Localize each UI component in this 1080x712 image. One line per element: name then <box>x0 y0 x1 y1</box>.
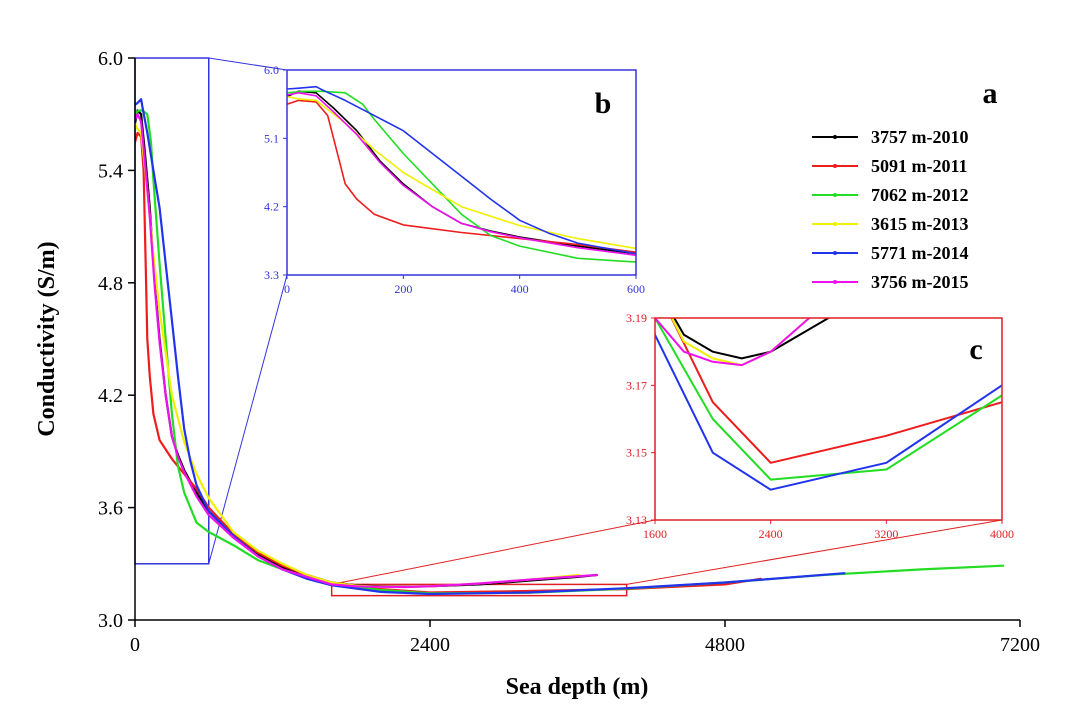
inset-c-x-ticks: 1600 2400 3200 4000 <box>643 520 1014 541</box>
legend-entry-3615-m-2013: 3615 m-2013 <box>812 214 969 234</box>
legend-marker <box>833 222 837 226</box>
inset-c-series-5771-m-2014 <box>655 330 1002 491</box>
inset-b-y-tick-label: 6.0 <box>264 63 279 77</box>
main-axes <box>134 58 1020 621</box>
inset-b-series-5771-m-2014 <box>287 85 636 255</box>
inset-b-y-ticks: 3.3 4.2 5.1 6.0 <box>264 63 287 282</box>
legend-entry-3756-m-2015: 3756 m-2015 <box>812 272 969 292</box>
legend-label: 3757 m-2010 <box>871 127 969 147</box>
inset-c-series-group <box>655 318 1002 491</box>
inset-c-series-3756-m-2015 <box>655 318 811 367</box>
inset-c-zoom-connector <box>331 519 656 585</box>
main-x-tick-label: 2400 <box>410 634 450 656</box>
legend-marker <box>833 280 837 284</box>
main-series-5771-m-2014 <box>135 98 846 596</box>
main-x-tick-label: 4800 <box>705 634 745 656</box>
inset-c-y-tick-label: 3.17 <box>626 378 647 392</box>
inset-c-y-ticks: 3.13 3.15 3.17 3.19 <box>626 311 655 527</box>
legend-label: 3615 m-2013 <box>871 214 969 234</box>
inset-c-chart: 1600 2400 3200 4000 3.13 3.15 3.17 3.19 c <box>626 311 1014 541</box>
legend-entry-3757-m-2010: 3757 m-2010 <box>812 127 969 147</box>
inset-c-zoom-connector <box>626 519 1003 585</box>
legend-entry-5771-m-2014: 5771 m-2014 <box>812 243 969 263</box>
inset-b-series-7062-m-2012 <box>287 90 636 263</box>
inset-b-x-ticks: 0 200 400 600 <box>284 275 645 296</box>
legend-marker <box>833 135 837 139</box>
legend-entry-5091-m-2011: 5091 m-2011 <box>812 156 968 176</box>
inset-c-y-tick-label: 3.13 <box>626 513 647 527</box>
legend-entry-7062-m-2012: 7062 m-2012 <box>812 185 969 205</box>
main-y-tick-label: 3.0 <box>98 610 123 632</box>
inset-b-series-group <box>287 85 636 263</box>
main-x-tick-label: 7200 <box>1000 634 1040 656</box>
x-axis-title: Sea depth (m) <box>506 674 649 700</box>
main-y-tick-label: 6.0 <box>98 48 123 70</box>
main-series-group <box>135 98 1005 596</box>
panel-label-b: b <box>595 87 612 120</box>
inset-b-y-tick-label: 4.2 <box>264 200 279 214</box>
inset-b-frame <box>286 69 637 276</box>
main-y-tick-label: 3.6 <box>98 498 123 520</box>
inset-b-y-tick-label: 3.3 <box>264 268 279 282</box>
inset-b-x-tick-label: 600 <box>627 282 645 296</box>
inset-c-x-tick-label: 4000 <box>990 527 1014 541</box>
inset-c-x-tick-label: 3200 <box>874 527 898 541</box>
inset-b-y-tick-label: 5.1 <box>264 131 279 145</box>
inset-c-series-3757-m-2010 <box>673 318 830 360</box>
inset-b-chart: 0 200 400 600 3.3 4.2 5.1 6.0 b <box>264 63 645 296</box>
main-y-tick-label: 4.8 <box>98 273 123 295</box>
inset-b-series-3757-m-2010 <box>287 90 636 255</box>
legend-label: 3756 m-2015 <box>871 272 969 292</box>
inset-c-x-tick-label: 1600 <box>643 527 667 541</box>
legend-marker <box>833 251 837 255</box>
y-axis-title: Conductivity (S/m) <box>34 241 60 436</box>
main-y-ticks: 3.0 3.6 4.2 4.8 5.4 6.0 <box>98 48 135 632</box>
legend-marker <box>833 193 837 197</box>
panel-label-c: c <box>969 333 982 366</box>
main-x-ticks: 0 2400 4800 7200 <box>130 620 1040 656</box>
inset-b-series-3615-m-2013 <box>287 95 636 250</box>
inset-b-x-tick-label: 400 <box>511 282 529 296</box>
inset-c-y-tick-label: 3.15 <box>626 446 647 460</box>
main-y-tick-label: 5.4 <box>98 160 123 182</box>
inset-c-frame <box>654 317 1003 521</box>
main-chart: 0 2400 4800 7200 3.0 3.6 4.2 4.8 5.4 6.0 Sea dep… <box>34 48 1040 700</box>
main-x-tick-label: 0 <box>130 634 140 656</box>
panel-label-a: a <box>983 77 998 110</box>
legend: 3757 m-2010 5091 m-2011 7062 m-2012 3615 m-… <box>812 127 969 292</box>
legend-marker <box>833 164 837 168</box>
inset-c-series-5091-m-2011 <box>670 318 1002 464</box>
legend-label: 5771 m-2014 <box>871 243 969 263</box>
legend-label: 7062 m-2012 <box>871 185 969 205</box>
inset-c-y-tick-label: 3.19 <box>626 311 647 325</box>
inset-c-x-tick-label: 2400 <box>759 527 783 541</box>
inset-c-series-7062-m-2012 <box>655 318 1002 481</box>
inset-b-zoom-connector <box>208 57 288 71</box>
legend-label: 5091 m-2011 <box>871 156 968 176</box>
main-y-tick-label: 4.2 <box>98 385 123 407</box>
inset-b-x-tick-label: 200 <box>394 282 412 296</box>
inset-b-x-tick-label: 0 <box>284 282 290 296</box>
main-series-3756-m-2015 <box>135 113 598 589</box>
inset-b-series-3756-m-2015 <box>287 92 636 257</box>
